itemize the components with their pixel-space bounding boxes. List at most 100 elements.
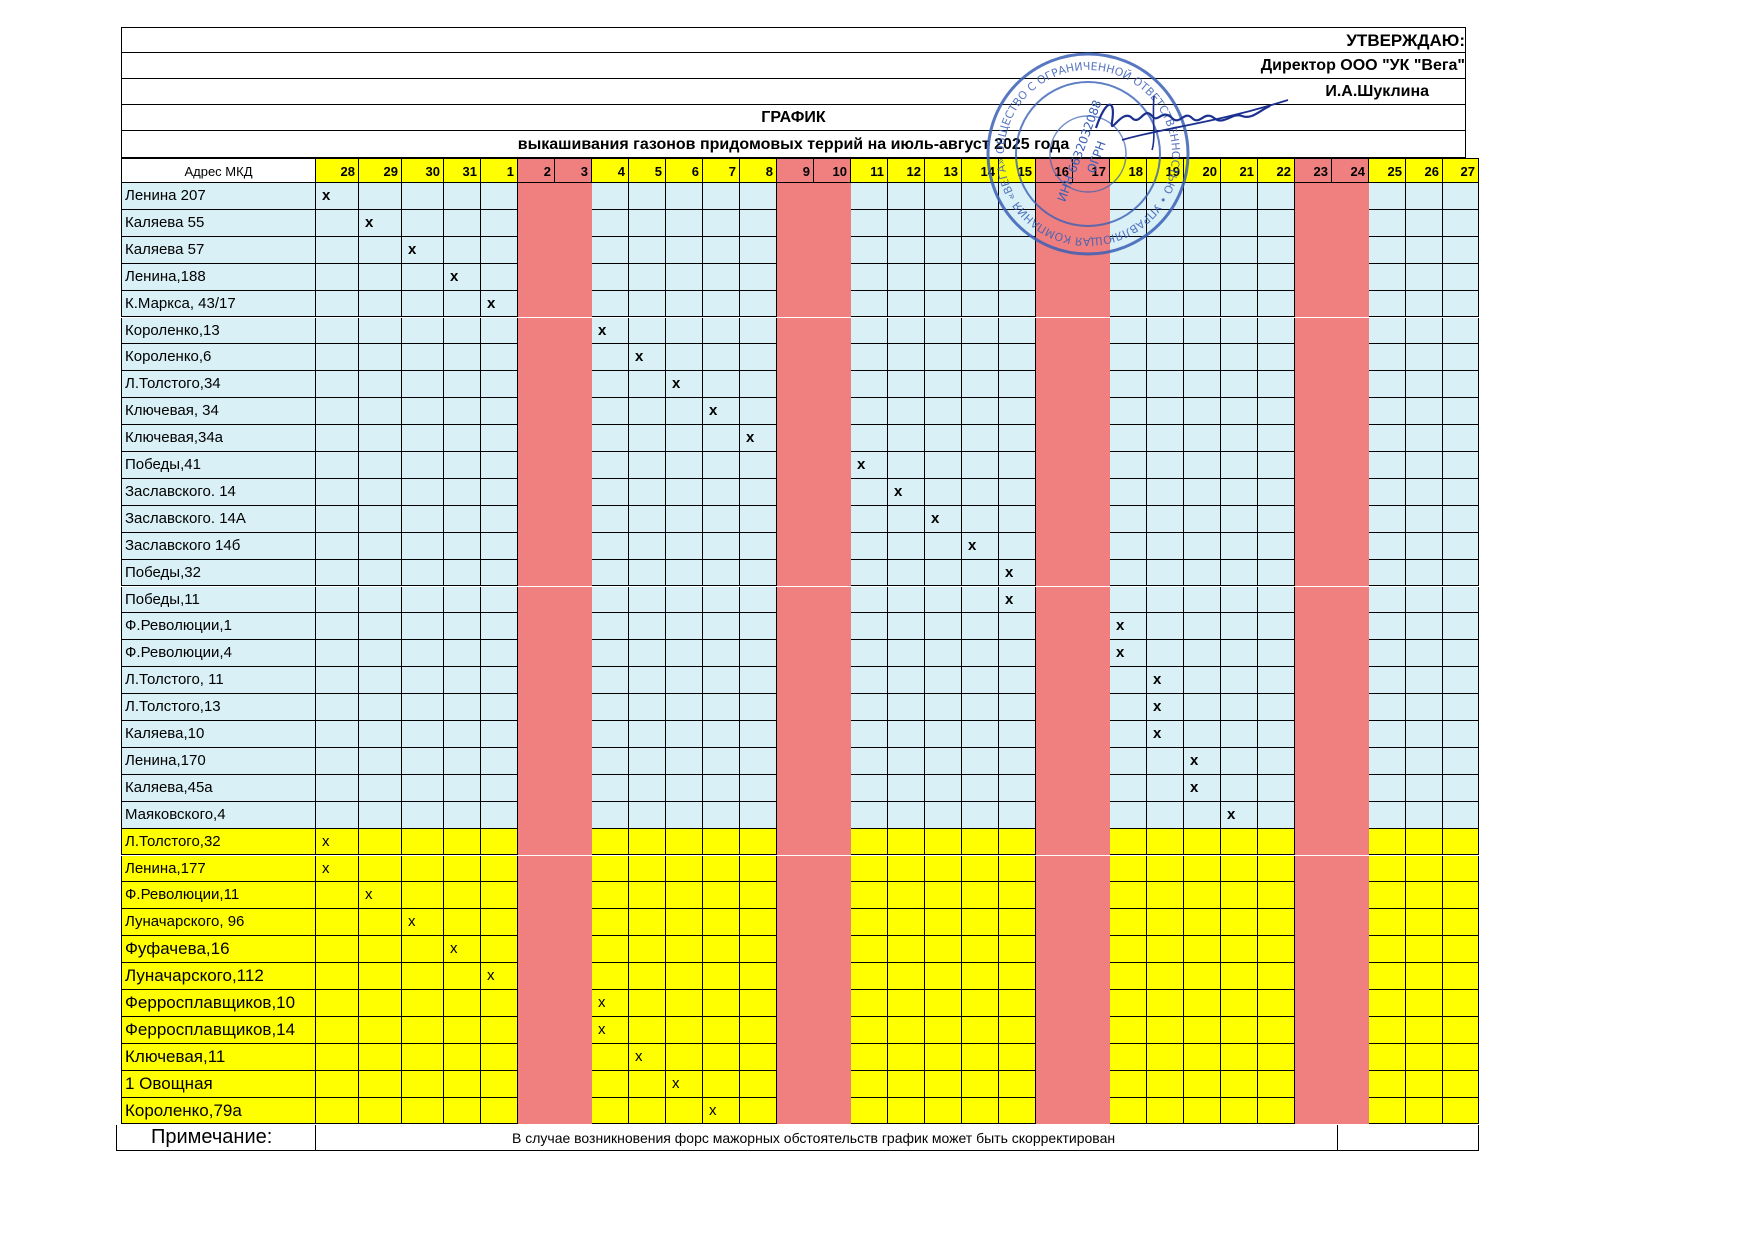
schedule-cell: [777, 532, 814, 560]
schedule-cell: [1184, 1070, 1221, 1098]
schedule-cell: [402, 209, 444, 237]
schedule-cell: [592, 559, 629, 587]
day-header-7: 4: [592, 158, 629, 183]
schedule-cell: [1258, 290, 1295, 318]
schedule-cell: x: [1184, 774, 1221, 802]
schedule-cell: [703, 532, 740, 560]
schedule-cell: [925, 532, 962, 560]
schedule-cell: [555, 290, 592, 318]
schedule-cell: [1258, 613, 1295, 641]
schedule-cell: [1221, 317, 1258, 345]
schedule-cell: [1406, 1070, 1443, 1098]
schedule-cell: [1221, 371, 1258, 399]
schedule-cell: x: [1147, 694, 1184, 721]
schedule-cell: [402, 398, 444, 426]
schedule-cell: [1332, 183, 1369, 210]
schedule-cell: [1406, 317, 1443, 345]
schedule-cell: [359, 478, 402, 506]
schedule-cell: [1221, 1016, 1258, 1044]
schedule-cell: [1110, 909, 1147, 937]
schedule-cell: [444, 855, 481, 883]
schedule-cell: [1110, 371, 1147, 399]
schedule-cell: [518, 721, 555, 748]
schedule-cell: [925, 452, 962, 479]
mowing-mark: x: [322, 859, 330, 877]
schedule-cell: [888, 1097, 925, 1125]
schedule-cell: [402, 425, 444, 452]
schedule-cell: [1221, 613, 1258, 641]
schedule-cell: [518, 236, 555, 264]
schedule-cell: [1073, 963, 1110, 990]
schedule-cell: [740, 990, 777, 1017]
schedule-cell: [1258, 532, 1295, 560]
schedule-cell: [666, 721, 703, 748]
schedule-cell: [1443, 586, 1479, 614]
schedule-cell: x: [666, 371, 703, 399]
schedule-cell: [1110, 801, 1147, 829]
schedule-cell: [359, 640, 402, 668]
schedule-cell: x: [999, 586, 1036, 614]
schedule-cell: [1258, 1016, 1295, 1044]
schedule-cell: [1110, 532, 1147, 560]
schedule-cell: [1369, 586, 1406, 614]
schedule-cell: [1110, 882, 1147, 910]
schedule-cell: [1406, 828, 1443, 856]
schedule-cell: [1147, 990, 1184, 1017]
schedule-cell: [1332, 290, 1369, 318]
schedule-cell: [1110, 963, 1147, 990]
schedule-cell: [359, 828, 402, 856]
schedule-cell: [851, 183, 888, 210]
schedule-cell: [1073, 801, 1110, 829]
schedule-cell: [703, 505, 740, 533]
schedule-cell: [592, 909, 629, 937]
schedule-cell: [1369, 694, 1406, 721]
day-header-16: 13: [925, 158, 962, 183]
schedule-cell: [1073, 290, 1110, 318]
schedule-cell: [629, 505, 666, 533]
schedule-cell: [1073, 882, 1110, 910]
schedule-cell: [1406, 990, 1443, 1017]
day-header-30: 27: [1443, 158, 1479, 183]
schedule-cell: [962, 263, 999, 291]
schedule-cell: [359, 452, 402, 479]
schedule-cell: [1147, 452, 1184, 479]
schedule-cell: [1332, 586, 1369, 614]
schedule-cell: [518, 209, 555, 237]
schedule-cell: [444, 801, 481, 829]
schedule-cell: [1369, 721, 1406, 748]
schedule-cell: [740, 936, 777, 964]
mowing-mark: x: [322, 832, 330, 850]
schedule-cell: [777, 882, 814, 910]
schedule-cell: [925, 371, 962, 399]
schedule-cell: [1184, 801, 1221, 829]
schedule-cell: [999, 640, 1036, 668]
schedule-cell: [777, 183, 814, 210]
schedule-cell: x: [962, 532, 999, 560]
day-header-25: 22: [1258, 158, 1295, 183]
schedule-cell: [481, 425, 518, 452]
schedule-cell: [316, 667, 359, 695]
schedule-cell: [444, 559, 481, 587]
schedule-cell: [1258, 586, 1295, 614]
schedule-cell: [888, 586, 925, 614]
schedule-cell: x: [444, 936, 481, 964]
schedule-cell: [518, 317, 555, 345]
mowing-mark: x: [709, 1101, 717, 1119]
schedule-cell: [814, 855, 851, 883]
schedule-cell: [1147, 613, 1184, 641]
schedule-cell: [1184, 452, 1221, 479]
schedule-cell: [1221, 344, 1258, 372]
schedule-cell: [925, 855, 962, 883]
schedule-cell: [444, 209, 481, 237]
schedule-cell: [1332, 371, 1369, 399]
schedule-cell: [1332, 425, 1369, 452]
schedule-cell: [592, 505, 629, 533]
schedule-cell: [999, 936, 1036, 964]
schedule-cell: [1258, 721, 1295, 748]
schedule-cell: [1073, 1097, 1110, 1125]
schedule-cell: [666, 936, 703, 964]
schedule-cell: [925, 801, 962, 829]
schedule-cell: [1443, 263, 1479, 291]
schedule-cell: [1110, 1097, 1147, 1125]
schedule-cell: [481, 559, 518, 587]
